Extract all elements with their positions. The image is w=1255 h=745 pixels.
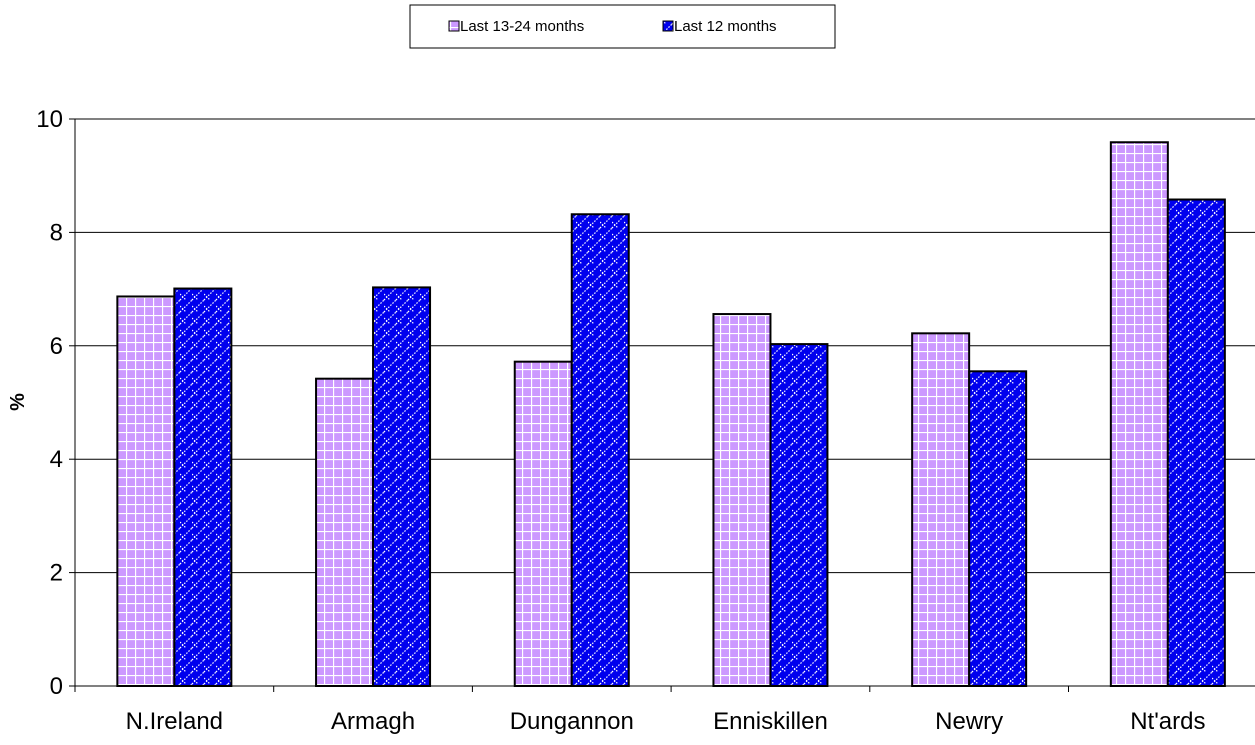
bar-last-13-24-months [315,377,375,687]
legend-box [409,4,836,49]
bar-last-12-months [769,343,829,687]
legend-swatch-series-2 [662,20,674,32]
bars [116,141,1226,687]
y-tick-label: 10 [36,106,63,133]
axes [74,119,1255,687]
x-tick-label: N.Ireland [126,708,223,735]
bar-last-12-months [570,213,630,687]
y-tick-label: 0 [50,673,63,700]
x-tick-label: Enniskillen [713,708,828,735]
x-tick-label: Nt'ards [1130,708,1205,735]
bar-last-13-24-months [513,360,573,687]
bar-last-13-24-months [911,332,971,687]
bar-last-12-months [1166,198,1226,687]
legend: Last 13-24 months Last 12 months [409,4,836,49]
bar-last-13-24-months [116,295,176,687]
bar-last-12-months [968,370,1028,687]
legend-label-series-1: Last 13-24 months [460,18,584,35]
x-axis-ticks: N.Ireland Armagh Dungannon Enniskillen Newry… [74,686,1205,735]
y-tick-label: 2 [50,560,63,587]
bar-last-13-24-months [1109,141,1169,687]
x-tick-label: Newry [935,708,1003,735]
bar-last-12-months [372,286,432,687]
bar-last-13-24-months [712,313,772,687]
y-axis-ticks: 0 2 4 6 8 10 [36,106,75,700]
y-axis-label: % [7,393,29,411]
x-tick-label: Dungannon [510,708,634,735]
legend-swatch-series-1 [448,20,460,32]
y-tick-label: 4 [50,446,63,473]
y-tick-label: 6 [50,333,63,360]
bar-last-12-months [173,287,233,687]
gridlines [75,118,1255,574]
legend-label-series-2: Last 12 months [674,18,777,35]
y-tick-label: 8 [50,219,63,246]
x-tick-label: Armagh [331,708,415,735]
